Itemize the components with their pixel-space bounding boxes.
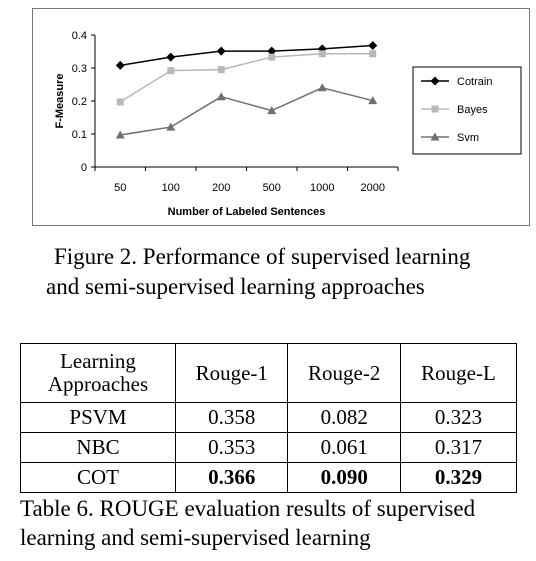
data-point-bayes (369, 50, 377, 58)
data-point-cotrain (368, 41, 378, 51)
data-point-cotrain (267, 46, 277, 56)
y-tick-label: 0.1 (72, 129, 87, 141)
row-name: COT (20, 462, 176, 493)
cell-value: 0.358 (174, 402, 289, 433)
data-point-bayes (167, 67, 175, 75)
data-point-svm (368, 96, 378, 105)
table-row: PSVM 0.358 0.082 0.323 (20, 402, 518, 433)
x-axis-label: Number of Labeled Sentences (168, 206, 326, 218)
series-line-bayes (119, 53, 373, 103)
table-row: COT 0.366 0.090 0.329 (20, 462, 518, 493)
header-rouge-2: Rouge-2 (287, 343, 401, 403)
x-tick-label: 100 (162, 182, 180, 194)
data-point-bayes (268, 53, 276, 61)
legend-marker-bayes (431, 105, 439, 113)
header-rouge-1: Rouge-1 (174, 343, 289, 403)
figure-caption-line-1: Figure 2. Performance of supervised lear… (54, 244, 471, 269)
y-tick-label: 0 (81, 162, 87, 174)
data-point-bayes (116, 98, 124, 106)
y-tick-label: 0.4 (72, 30, 87, 42)
x-tick-label: 2000 (361, 182, 385, 194)
data-point-svm (267, 106, 277, 115)
y-tick-label: 0.2 (72, 96, 87, 108)
y-tick-label: 0.3 (72, 63, 87, 75)
line-chart: 0 0.1 0.2 0.3 0.4 50 100 200 500 1000 2000 Number o… (54, 30, 522, 218)
x-tick-label: 1000 (310, 182, 334, 194)
series-line-cotrain (120, 44, 373, 67)
legend-label-svm: Svm (457, 132, 479, 144)
table-header-row: Learning Approaches Rouge-1 Rouge-2 Roug… (20, 343, 518, 403)
header-rouge-l: Rouge-L (399, 343, 518, 403)
cell-value-bold: 0.366 (174, 462, 289, 493)
legend-label-cotrain: Cotrain (457, 76, 492, 88)
table-caption-line-2: learning and semi-supervised learning (20, 525, 371, 550)
row-name: PSVM (20, 402, 176, 433)
legend-marker-svm (430, 132, 440, 141)
cell-value: 0.061 (287, 432, 401, 463)
cell-value: 0.082 (287, 402, 401, 433)
table-row: NBC 0.353 0.061 0.317 (20, 432, 518, 463)
data-point-svm (115, 130, 125, 139)
x-tick-label: 200 (212, 182, 230, 194)
cell-value: 0.323 (399, 402, 518, 433)
cell-value: 0.317 (399, 432, 518, 463)
data-point-bayes (217, 66, 225, 74)
x-tick-label: 50 (114, 182, 126, 194)
cell-value-bold: 0.329 (399, 462, 518, 493)
data-point-cotrain (216, 46, 226, 56)
data-point-cotrain (115, 60, 125, 70)
legend-marker-cotrain (430, 76, 440, 86)
row-name: NBC (20, 432, 176, 463)
y-axis-label: F-Measure (54, 73, 66, 128)
x-tick-label: 500 (263, 182, 281, 194)
data-point-svm (166, 122, 176, 131)
legend-label-bayes: Bayes (457, 104, 488, 116)
figure-caption-line-2: and semi-supervised learning approaches (46, 274, 425, 299)
chart-frame: 0 0.1 0.2 0.3 0.4 50 100 200 500 1000 2000 Number o… (32, 8, 530, 226)
data-point-cotrain (166, 52, 176, 62)
data-point-svm (216, 92, 226, 101)
rouge-results-table: Learning Approaches Rouge-1 Rouge-2 Roug… (20, 343, 518, 493)
data-point-bayes (318, 50, 326, 58)
cell-value-bold: 0.090 (287, 462, 401, 493)
table-caption-line-1: Table 6. ROUGE evaluation results of sup… (20, 496, 476, 521)
series-line-svm (120, 87, 373, 136)
data-point-svm (317, 83, 327, 92)
header-learning-approaches: Learning Approaches (20, 343, 176, 403)
cell-value: 0.353 (174, 432, 289, 463)
